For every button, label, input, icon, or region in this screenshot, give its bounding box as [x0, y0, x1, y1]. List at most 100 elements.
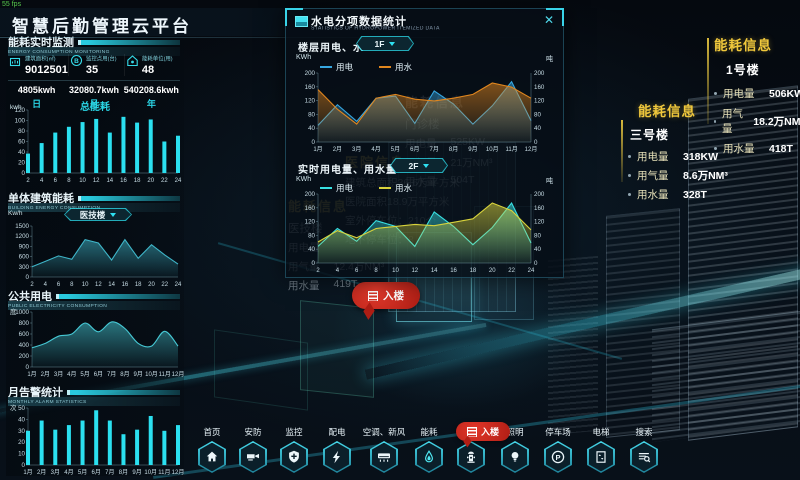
svg-text:600: 600: [19, 254, 30, 261]
svg-text:200: 200: [305, 70, 316, 77]
svg-text:80: 80: [534, 232, 541, 239]
svg-text:100: 100: [15, 118, 26, 125]
svg-text:6: 6: [54, 178, 58, 184]
search-icon: [630, 441, 658, 473]
svg-text:2月: 2月: [37, 469, 46, 476]
svg-text:10: 10: [79, 178, 86, 184]
svg-text:20: 20: [148, 282, 155, 288]
svg-text:60: 60: [18, 139, 25, 146]
section-building-energy: 单体建筑能耗: [8, 190, 180, 206]
enter-building-button[interactable]: 入楼: [352, 282, 420, 309]
nav-item-lighting[interactable]: 照明: [493, 426, 537, 473]
section-monthly-alarm: 月告警统计: [8, 384, 180, 400]
svg-text:20: 20: [147, 178, 154, 184]
svg-text:160: 160: [305, 84, 316, 91]
svg-text:0: 0: [312, 139, 316, 146]
svg-text:10月: 10月: [144, 469, 157, 476]
floor-select-2f[interactable]: 2F: [390, 158, 448, 173]
svg-text:12月: 12月: [172, 469, 185, 476]
svg-text:1月: 1月: [27, 371, 36, 378]
svg-text:4月: 4月: [64, 469, 73, 476]
svg-text:22: 22: [508, 268, 515, 274]
svg-text:7月: 7月: [430, 146, 439, 153]
svg-text:40: 40: [534, 246, 541, 253]
svg-text:5月: 5月: [391, 146, 400, 153]
svg-text:120: 120: [305, 219, 316, 226]
nav-item-power[interactable]: 配电: [315, 426, 359, 473]
energy-unit-icon: [127, 55, 138, 67]
svg-text:B: B: [74, 58, 79, 65]
nav-item-security[interactable]: 安防: [231, 426, 275, 473]
svg-text:14: 14: [106, 178, 113, 184]
floor-select-1f[interactable]: 1F: [356, 36, 414, 51]
svg-text:80: 80: [534, 111, 541, 118]
floor-usage-chart: 0 0 40 40 80 80 120 120 160 160 200 200 1月 2月 3月 4月 5月 6月…: [305, 70, 545, 153]
nav-item-hvac[interactable]: 空调、新风: [362, 426, 406, 473]
svg-text:200: 200: [19, 353, 30, 360]
building-select[interactable]: 医技楼: [64, 208, 132, 221]
svg-text:3月: 3月: [51, 469, 60, 476]
fire-enter-tooltip[interactable]: 入楼: [456, 422, 510, 441]
droplet-icon: [415, 441, 443, 473]
svg-text:14: 14: [108, 282, 115, 288]
total-energy-title: 总能耗: [80, 102, 110, 113]
svg-text:0: 0: [26, 274, 30, 281]
building-icon: [466, 426, 477, 437]
nav-item-parking[interactable]: 停车场 P: [536, 426, 580, 473]
svg-text:6月: 6月: [94, 371, 103, 378]
close-icon[interactable]: ✕: [543, 13, 554, 27]
svg-text:80: 80: [308, 111, 315, 118]
hydrant-icon: [457, 441, 485, 473]
svg-text:20: 20: [489, 268, 496, 274]
svg-text:0: 0: [22, 462, 26, 469]
energy-info-panel-3: 能耗信息 三号楼 用电量 318KW 用气量 8.6万NM³ 用水量 328T: [621, 100, 728, 202]
nav-item-energy[interactable]: 能耗: [407, 426, 451, 473]
monitor-point-icon: B: [70, 54, 82, 67]
svg-text:0: 0: [534, 139, 538, 146]
svg-text:18: 18: [134, 178, 141, 184]
nav-item-monitor[interactable]: 监控: [272, 426, 316, 473]
svg-text:4: 4: [336, 268, 340, 274]
svg-text:0: 0: [534, 260, 538, 267]
modal-title: 水电分项数据统计: [311, 16, 407, 28]
svg-text:8月: 8月: [120, 371, 129, 378]
nav-item-home[interactable]: 首页: [190, 426, 234, 473]
nav-item-elevator[interactable]: 电梯: [579, 426, 623, 473]
svg-text:600: 600: [19, 331, 30, 338]
svg-text:6: 6: [355, 268, 359, 274]
svg-text:200: 200: [534, 191, 545, 198]
shield-icon: [280, 441, 308, 473]
svg-text:5月: 5月: [80, 371, 89, 378]
svg-text:1000: 1000: [15, 309, 29, 316]
svg-text:4月: 4月: [67, 371, 76, 378]
svg-text:20: 20: [18, 439, 25, 446]
svg-text:4: 4: [40, 178, 44, 184]
fps-counter: 55 fps: [2, 1, 22, 8]
svg-text:18: 18: [470, 268, 477, 274]
svg-text:300: 300: [19, 264, 30, 271]
section-public-electricity: 公共用电: [8, 288, 180, 304]
monthly-alarm-chart: 0 10 20 30 40 50 1月 2月 3月 4月 5月 6月 7月 8月 9月 10月 11月 12月: [18, 405, 185, 476]
svg-text:40: 40: [18, 149, 25, 156]
svg-text:12: 12: [411, 268, 418, 274]
home-icon: [198, 441, 226, 473]
svg-text:0: 0: [22, 170, 26, 177]
svg-text:12: 12: [95, 282, 102, 288]
nav-item-search[interactable]: 搜索: [622, 426, 666, 473]
svg-text:80: 80: [18, 128, 25, 135]
lightning-icon: [323, 441, 351, 473]
svg-text:10: 10: [18, 451, 25, 458]
svg-text:10月: 10月: [145, 371, 158, 378]
period-totals: 4805kwh 日 32080.7kwh 月 540208.6kwh 年: [8, 80, 180, 110]
svg-text:120: 120: [534, 219, 545, 226]
svg-text:40: 40: [18, 416, 25, 423]
svg-text:12: 12: [93, 178, 100, 184]
ac-icon: [370, 441, 398, 473]
section-energy-monitor: 能耗实时监测: [8, 34, 180, 50]
stat-building-area: 建筑面积(㎡) 9012501: [8, 54, 69, 76]
svg-text:120: 120: [15, 107, 26, 114]
svg-text:8月: 8月: [119, 469, 128, 476]
